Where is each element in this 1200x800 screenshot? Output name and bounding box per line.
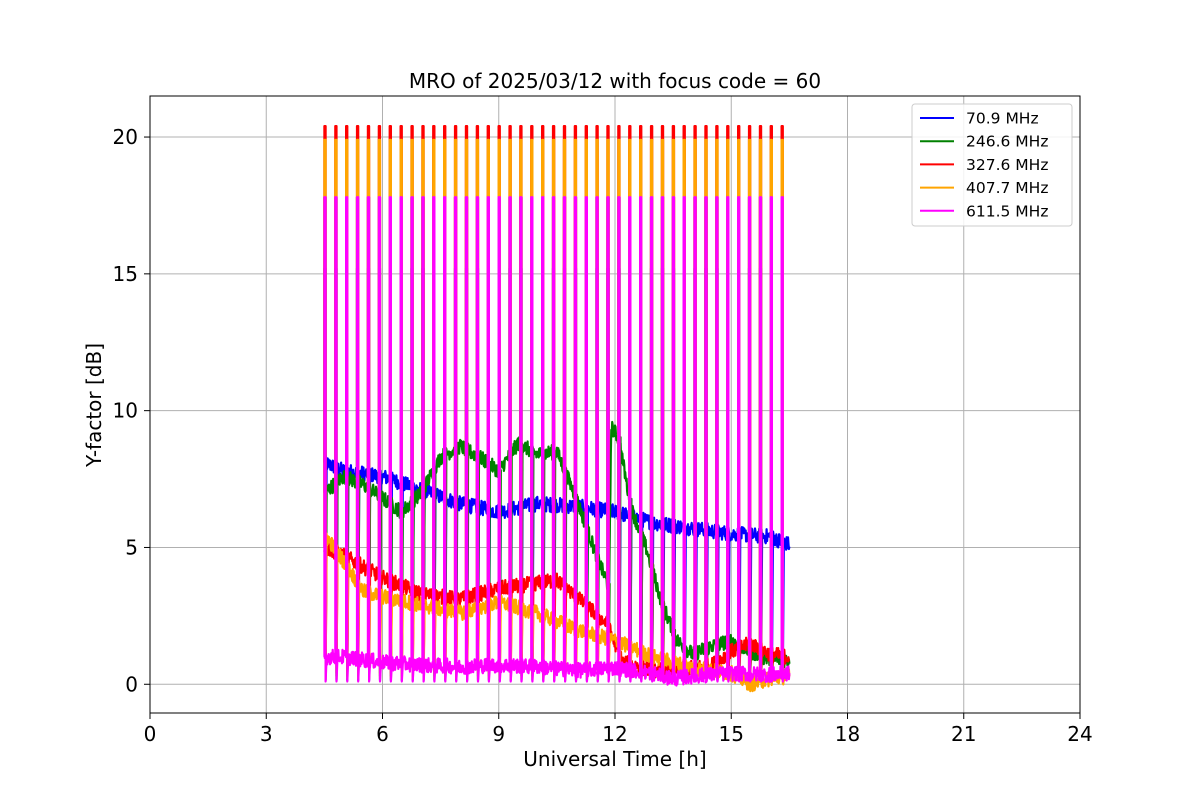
y-tick-label: 0 <box>125 672 138 696</box>
x-tick-label: 21 <box>951 722 976 746</box>
legend-label: 246.6 MHz <box>966 133 1048 151</box>
legend-box <box>911 103 1073 227</box>
y-tick-label: 20 <box>113 125 138 149</box>
legend-label: 327.6 MHz <box>966 156 1048 174</box>
legend-label: 70.9 MHz <box>966 110 1039 128</box>
y-axis-label: Y-factor [dB] <box>82 343 106 468</box>
y-tick-label: 15 <box>113 262 138 286</box>
legend-entries: 70.9 MHz 246.6 MHz 327.6 MHz 407.7 MHz 611.5… <box>920 110 1048 220</box>
x-tick-label: 12 <box>602 722 627 746</box>
x-tick-label: 6 <box>376 722 389 746</box>
x-tick-label: 3 <box>260 722 273 746</box>
y-tick-label: 5 <box>125 535 138 559</box>
legend-label: 407.7 MHz <box>966 179 1048 197</box>
series-line-611-5-mhz <box>323 196 791 687</box>
y-tick-label: 10 <box>113 399 138 423</box>
x-tick-label: 0 <box>144 722 157 746</box>
legend-label: 611.5 MHz <box>966 202 1048 220</box>
x-tick-label: 18 <box>835 722 860 746</box>
legend: 70.9 MHz 246.6 MHz 327.6 MHz 407.7 MHz 611.5… <box>911 103 1073 227</box>
chart-title: MRO of 2025/03/12 with focus code = 60 <box>409 69 821 93</box>
x-tick-label: 15 <box>719 722 744 746</box>
tick-layer: 0 3 6 9 12 15 18 21 24 0 5 10 15 20 <box>113 125 1093 746</box>
x-tick-label: 24 <box>1067 722 1092 746</box>
x-tick-label: 9 <box>492 722 505 746</box>
x-axis-label: Universal Time [h] <box>523 747 706 771</box>
series-layer <box>323 125 791 693</box>
